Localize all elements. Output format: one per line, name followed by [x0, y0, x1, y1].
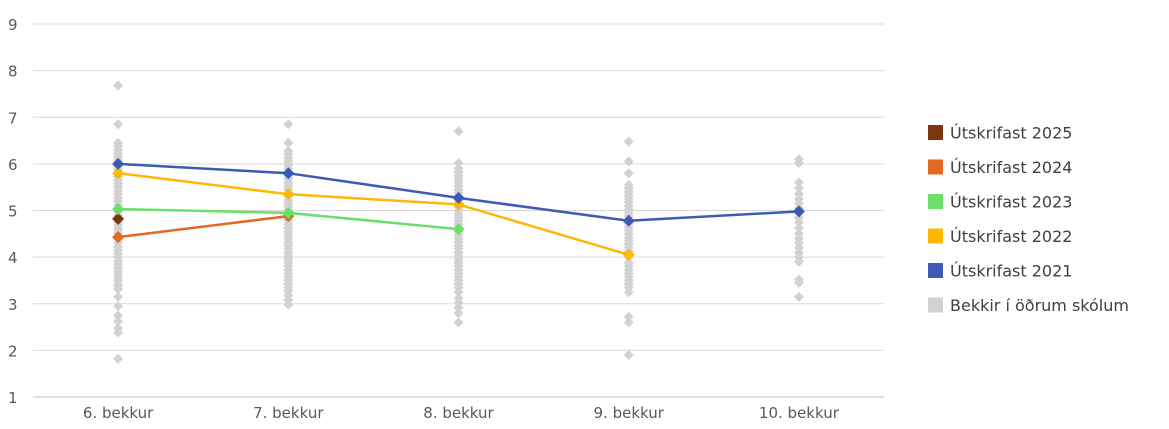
- series-marker: [792, 205, 805, 218]
- other-school-point: [793, 217, 804, 228]
- series-marker: [452, 191, 465, 204]
- x-tick-label: 10. bekkur: [759, 404, 840, 422]
- legend-label: Bekkir í öðrum skólum: [950, 296, 1129, 315]
- series-marker: [452, 198, 465, 211]
- series-marker: [112, 203, 125, 216]
- legend-label: Útskrifast 2024: [950, 158, 1072, 177]
- other-school-point: [623, 168, 634, 179]
- series-marker: [622, 214, 635, 227]
- legend-label: Útskrifast 2025: [950, 124, 1072, 143]
- y-tick-label: 6: [8, 156, 18, 174]
- other-school-point: [113, 327, 124, 338]
- legend-label: Útskrifast 2021: [950, 262, 1072, 281]
- other-school-point: [623, 311, 634, 322]
- other-school-point: [623, 136, 634, 147]
- x-tick-label: 8. bekkur: [423, 404, 494, 422]
- y-tick-label: 9: [8, 16, 18, 34]
- other-school-point: [283, 299, 294, 310]
- other-school-point: [623, 156, 634, 167]
- other-school-point: [453, 308, 464, 319]
- series-marker: [112, 231, 125, 244]
- series-line: [117, 214, 289, 239]
- other-school-point: [793, 277, 804, 288]
- other-school-point: [113, 119, 124, 130]
- y-axis-ticks: 1 2 3 4 5 6 7 8 9: [8, 16, 18, 407]
- other-school-point: [113, 80, 124, 91]
- y-tick-label: 4: [8, 249, 18, 267]
- legend-swatch: [928, 159, 943, 175]
- other-school-point: [113, 353, 124, 364]
- legend-swatch: [928, 228, 943, 244]
- y-tick-label: 2: [8, 342, 18, 360]
- y-tick-label: 3: [8, 296, 18, 314]
- x-tick-label: 9. bekkur: [593, 404, 664, 422]
- other-school-point: [793, 183, 804, 194]
- other-school-point: [113, 301, 124, 312]
- x-tick-label: 6. bekkur: [83, 404, 154, 422]
- other-schools-points: [113, 80, 804, 364]
- other-school-point: [113, 316, 124, 327]
- y-tick-label: 5: [8, 203, 18, 221]
- other-school-point: [283, 137, 294, 148]
- other-school-point: [453, 287, 464, 298]
- y-tick-label: 7: [8, 109, 18, 127]
- other-school-point: [793, 177, 804, 188]
- series-marker: [282, 188, 295, 201]
- legend-label: Útskrifast 2023: [950, 193, 1072, 212]
- other-school-point: [453, 317, 464, 328]
- legend-label: Útskrifast 2022: [950, 227, 1072, 246]
- legend-swatch: [928, 263, 943, 278]
- series-marker: [452, 223, 465, 236]
- other-school-point: [793, 291, 804, 302]
- y-tick-label: 8: [8, 63, 18, 81]
- x-axis-ticks: 6. bekkur 7. bekkur 8. bekkur 9. bekkur 10. …: [83, 404, 840, 422]
- series-line: [117, 171, 630, 256]
- series-marker: [112, 157, 125, 170]
- other-school-point: [793, 223, 804, 234]
- series-marker: [112, 167, 125, 180]
- other-school-point: [113, 310, 124, 321]
- series-marker: [622, 248, 635, 261]
- legend-swatch: [928, 194, 943, 209]
- legend-swatch: [928, 297, 943, 313]
- other-school-point: [453, 157, 464, 168]
- other-school-point: [113, 291, 124, 302]
- series-marker: [112, 212, 125, 225]
- other-school-point: [623, 287, 634, 298]
- other-school-point: [623, 350, 634, 361]
- other-school-point: [453, 126, 464, 137]
- series-marker: [282, 167, 295, 180]
- legend: Útskrifast 2025 Útskrifast 2024 Útskrifast…: [928, 124, 1129, 315]
- other-school-point: [113, 283, 124, 294]
- series-marker: [282, 206, 295, 219]
- legend-swatch: [928, 125, 943, 140]
- other-school-point: [283, 119, 294, 130]
- other-school-point: [793, 256, 804, 267]
- other-school-point: [793, 157, 804, 168]
- x-tick-label: 7. bekkur: [253, 404, 324, 422]
- other-school-point: [623, 317, 634, 328]
- other-school-point: [453, 302, 464, 313]
- y-tick-label: 1: [8, 389, 18, 407]
- series-lines: [112, 157, 805, 261]
